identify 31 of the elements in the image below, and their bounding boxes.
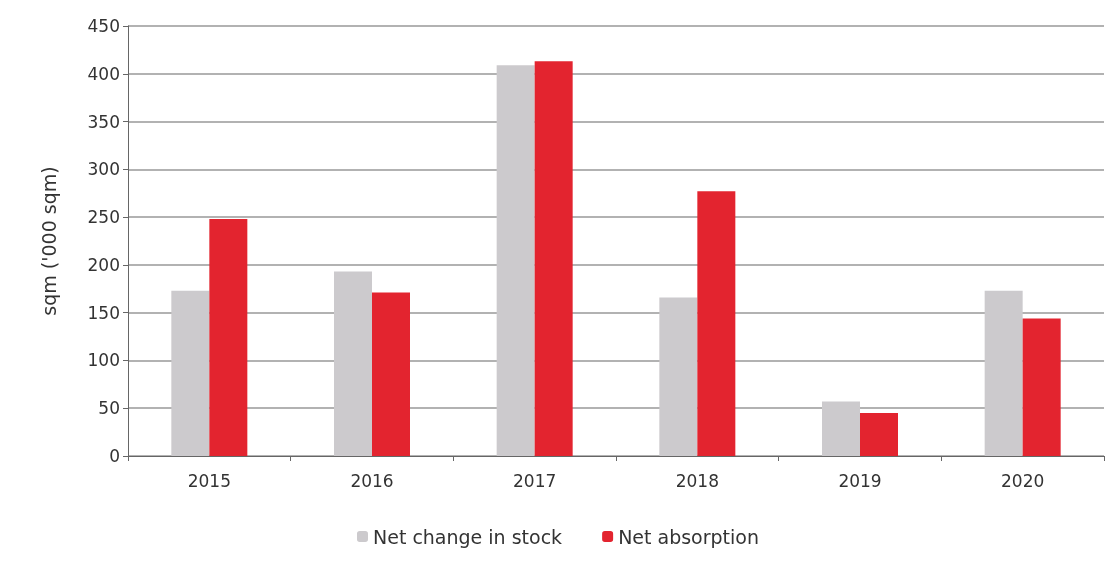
x-tick-label: 2018 [675,470,719,491]
y-axis-title: sqm ('000 sqm) [37,166,60,316]
bar [697,191,736,456]
y-tick-label: 50 [98,398,120,419]
x-tick-label: 2016 [350,470,394,491]
x-tick-label: 2020 [1001,470,1045,491]
x-tick-label: 2017 [513,470,557,491]
y-tick-label: 250 [87,207,120,228]
bar [372,292,410,456]
bar [171,290,210,456]
bar [984,290,1023,456]
y-tick-label: 100 [87,350,120,371]
y-tick-label: 0 [109,446,120,466]
y-tick-label: 350 [87,111,120,132]
x-tick-label: 2019 [838,470,882,491]
y-tick-label: 300 [87,159,120,180]
legend-label: Net change in stock [372,525,563,548]
y-tick-label: 150 [87,302,120,323]
x-tick-label: 2015 [187,470,231,491]
y-tick-label: 200 [87,254,120,275]
legend-label: Net absorption [618,525,760,548]
bar [1022,318,1061,456]
bar [496,65,535,456]
bar [822,401,860,456]
y-tick-label: 450 [87,16,120,36]
bar [860,413,898,456]
bar [334,271,372,456]
bar [659,297,698,456]
bar [209,219,248,456]
bar [534,61,573,456]
y-tick-label: 400 [87,63,120,84]
